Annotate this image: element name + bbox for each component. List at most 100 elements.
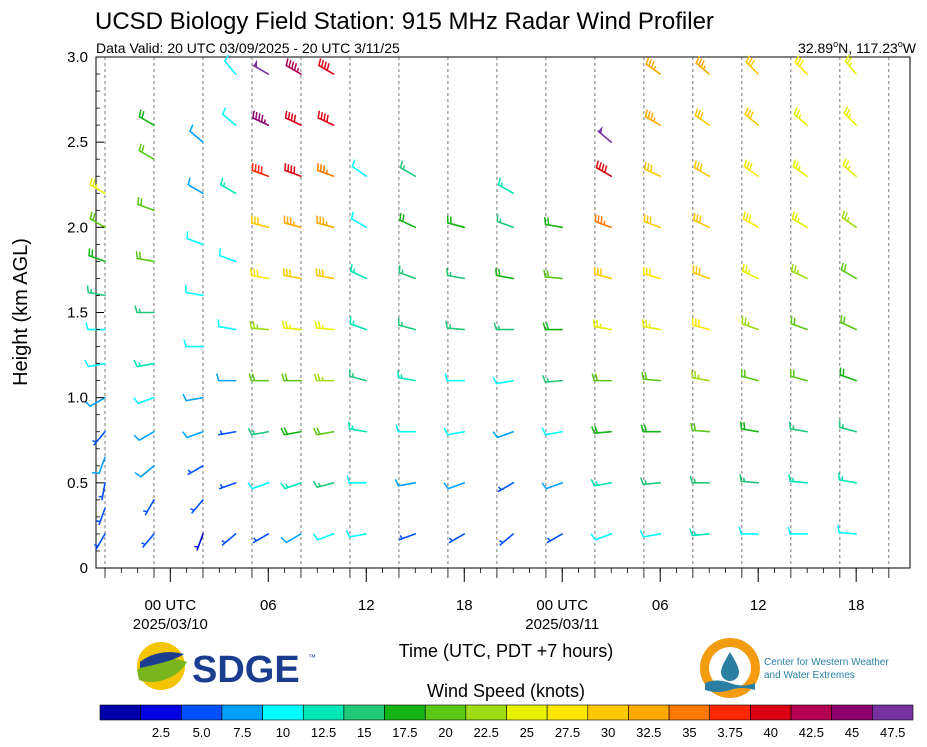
colorbar-swatch	[262, 704, 304, 721]
colorbar-swatch	[872, 704, 914, 721]
wind-barb	[317, 110, 335, 126]
wind-barb	[593, 266, 613, 280]
wind-barb	[690, 422, 711, 433]
wind-barb	[787, 526, 808, 535]
wind-barb	[84, 396, 106, 407]
y-tick-label: 2.0	[67, 219, 88, 236]
wind-barb	[590, 425, 613, 435]
colorbar-swatch	[790, 704, 832, 721]
wind-barb	[247, 482, 270, 490]
y-tick-label: 0	[80, 560, 88, 577]
colorbar-tick-label: 30	[601, 725, 615, 740]
wind-barb	[399, 212, 417, 229]
latitude-dir: N,	[838, 40, 856, 56]
wind-barb	[248, 373, 270, 382]
wind-barb	[280, 482, 302, 490]
wind-barbs	[84, 54, 857, 551]
colorbar-label: Wind Speed (knots)	[427, 681, 585, 701]
wind-barb	[251, 215, 270, 229]
wind-barb	[285, 58, 302, 75]
wind-barb	[842, 158, 857, 178]
colorbar-tick-label: 42.5	[799, 725, 824, 740]
wind-barb	[741, 263, 760, 280]
wind-barb	[839, 367, 857, 382]
colorbar-swatch	[99, 704, 141, 721]
colorbar-swatch	[628, 704, 670, 721]
wind-barb	[693, 160, 711, 178]
wind-barb	[135, 251, 155, 263]
wind-barb	[591, 373, 613, 382]
y-tick-label: 0.5	[67, 475, 88, 492]
wind-barb	[790, 263, 808, 280]
wind-barb	[281, 373, 302, 382]
wind-barb	[215, 373, 237, 382]
wind-barb	[397, 370, 417, 382]
wind-barb	[348, 421, 368, 433]
colorbar-swatch	[384, 704, 426, 721]
wind-barb	[220, 177, 237, 195]
wind-barb	[137, 197, 155, 212]
wind-barb	[694, 108, 711, 126]
colorbar-swatch	[140, 704, 182, 721]
wind-barb	[640, 424, 662, 433]
x-tick-label: 00 UTC	[144, 597, 196, 614]
colorbar-swatch	[424, 704, 467, 721]
wind-barb	[837, 525, 857, 535]
wind-barb	[134, 305, 155, 314]
wind-barb	[350, 263, 368, 280]
colorbar-swatch	[302, 704, 345, 721]
x-tick-label: 00 UTC	[536, 597, 588, 614]
wind-barb	[395, 424, 417, 433]
colorbar-tick-label: 27.5	[555, 725, 580, 740]
cw3e-water-drop-icon	[700, 638, 760, 698]
wind-barb	[133, 396, 155, 405]
wind-barb	[86, 285, 106, 297]
wind-barb	[397, 317, 417, 331]
wind-barb	[692, 265, 711, 280]
x-tick-sublabel: 2025/03/10	[133, 616, 208, 633]
wind-barb	[541, 482, 564, 490]
colorbar-tick-label: 17.5	[392, 725, 417, 740]
wind-barb	[597, 125, 613, 143]
degree-symbol: o	[833, 39, 838, 49]
wind-barb	[138, 109, 155, 126]
colorbar-tick-label: 47.5	[880, 725, 905, 740]
wind-barb	[194, 533, 204, 551]
wind-barb	[689, 475, 711, 484]
wind-barb	[643, 214, 662, 229]
colorbar-swatch	[221, 704, 263, 721]
wind-barb	[790, 316, 808, 331]
wind-barb	[644, 109, 662, 126]
wind-barb	[691, 317, 711, 331]
x-tick-sublabel: 2025/03/11	[525, 616, 599, 633]
wind-barb	[840, 262, 857, 280]
wind-barb	[133, 359, 155, 368]
colorbar-tick-label: 3.75	[717, 725, 742, 740]
wind-barb	[793, 107, 808, 126]
colorbar-tick-label: 12.5	[311, 725, 336, 740]
x-tick-label: 18	[456, 597, 473, 614]
wind-barb	[187, 177, 204, 195]
wind-barb	[745, 55, 760, 75]
wind-barb	[133, 430, 155, 442]
wind-barb	[314, 320, 335, 331]
wind-barb	[88, 248, 106, 263]
wind-barb	[788, 421, 808, 433]
wind-barb	[495, 268, 515, 280]
colorbar-swatch	[709, 704, 751, 721]
wind-barb	[645, 57, 662, 75]
x-tick-label: 18	[848, 597, 865, 614]
x-axis: 00 UTC 2025/03/10 06 12 18 00 UTC 2025/03/11 06…	[104, 568, 890, 633]
colorbar-swatch	[465, 704, 507, 721]
wind-barb	[794, 55, 808, 75]
wind-barb	[283, 215, 302, 229]
wind-barb	[250, 268, 270, 280]
wind-barb	[284, 110, 302, 126]
sdge-logo: SDGE ™	[137, 642, 316, 691]
colorbar-tick-label: 10	[276, 725, 290, 740]
wind-barb	[443, 482, 466, 490]
y-tick-label: 3.0	[67, 49, 88, 66]
wind-barb	[594, 214, 613, 229]
wind-barb	[688, 528, 711, 537]
